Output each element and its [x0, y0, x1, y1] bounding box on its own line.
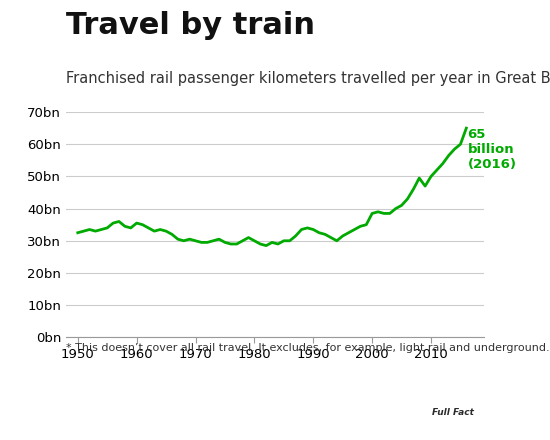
Text: Travel by train: Travel by train: [66, 11, 315, 40]
Polygon shape: [459, 375, 484, 431]
Text: 65
billion
(2016): 65 billion (2016): [468, 128, 516, 171]
Text: Office of Rail and Road NRT data portal, table 12.2, originally from LENNON
data: Office of Rail and Road NRT data portal,…: [97, 389, 518, 411]
Text: Full Fact: Full Fact: [432, 408, 474, 417]
Text: Franchised rail passenger kilometers travelled per year in Great Britain: Franchised rail passenger kilometers tra…: [66, 71, 550, 86]
Text: * This doesn’t cover all rail travel. It excludes, for example, light rail and u: * This doesn’t cover all rail travel. It…: [66, 343, 549, 353]
Text: Source:: Source:: [70, 395, 118, 405]
